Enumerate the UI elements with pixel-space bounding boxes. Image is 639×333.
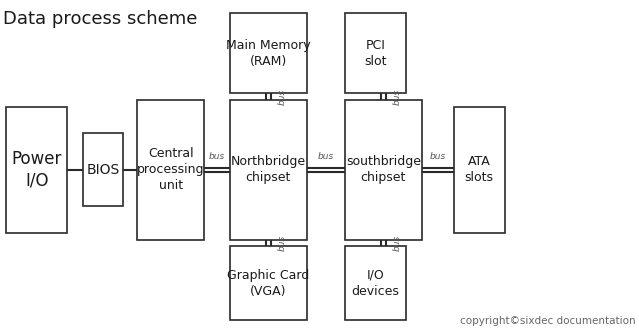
Text: bus: bus: [429, 152, 446, 161]
Text: copyright©sixdec documentation: copyright©sixdec documentation: [460, 316, 636, 326]
Text: Data process scheme: Data process scheme: [3, 10, 197, 28]
FancyBboxPatch shape: [345, 246, 406, 320]
FancyBboxPatch shape: [345, 100, 422, 240]
Text: bus: bus: [209, 152, 226, 161]
Text: bus: bus: [318, 152, 334, 161]
Text: bus: bus: [392, 235, 401, 251]
Text: Northbridge
chipset: Northbridge chipset: [231, 155, 306, 184]
FancyBboxPatch shape: [345, 13, 406, 93]
FancyBboxPatch shape: [230, 13, 307, 93]
Text: bus: bus: [277, 89, 286, 105]
FancyBboxPatch shape: [137, 100, 204, 240]
Text: Central
processing
unit: Central processing unit: [137, 147, 204, 192]
FancyBboxPatch shape: [230, 246, 307, 320]
FancyBboxPatch shape: [83, 133, 123, 206]
Text: southbridge
chipset: southbridge chipset: [346, 155, 421, 184]
FancyBboxPatch shape: [6, 107, 67, 233]
Text: I/O
devices: I/O devices: [351, 268, 399, 298]
Text: PCI
slot: PCI slot: [364, 39, 387, 68]
Text: BIOS: BIOS: [86, 163, 120, 177]
Text: bus: bus: [277, 235, 286, 251]
Text: Main Memory
(RAM): Main Memory (RAM): [226, 39, 311, 68]
Text: bus: bus: [392, 89, 401, 105]
FancyBboxPatch shape: [454, 107, 505, 233]
Text: Power
I/O: Power I/O: [12, 150, 62, 190]
Text: Graphic Card
(VGA): Graphic Card (VGA): [227, 268, 309, 298]
FancyBboxPatch shape: [230, 100, 307, 240]
Text: ATA
slots: ATA slots: [465, 155, 494, 184]
